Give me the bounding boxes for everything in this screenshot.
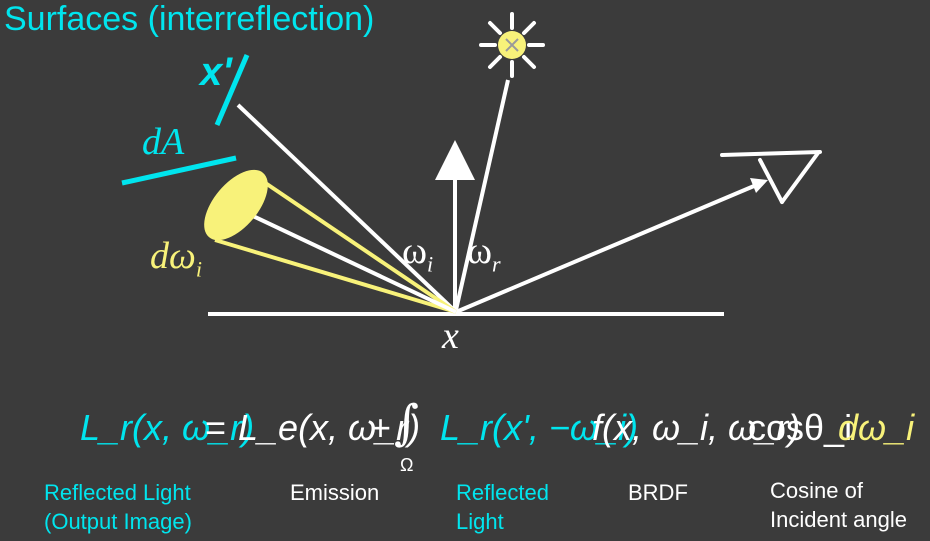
d-omega-label: dωi <box>150 234 202 292</box>
annotation-reflected-light-line1: Reflected <box>456 480 549 505</box>
d-omega-subscript: i <box>195 256 202 282</box>
eq-equals: = <box>205 407 227 448</box>
d-omega-text: dω <box>150 235 196 277</box>
slide-title: Surfaces (interreflection) <box>4 0 375 38</box>
eq-lhs: L_r(x, ω_r) <box>80 407 255 448</box>
eq-reflected: L_r(x', −ω_i) <box>440 407 638 448</box>
omega-r-text: ω <box>467 230 493 272</box>
annotation-reflected-light-line2: Light <box>456 509 504 534</box>
annotation-reflected-light-output: Reflected Light (Output Image) <box>44 478 192 536</box>
omega-i-subscript: i <box>427 251 434 277</box>
eye-ray-arrowhead <box>750 178 768 193</box>
annotation-reflected-light-output-line1: Reflected Light <box>44 480 191 505</box>
annotation-brdf: BRDF <box>628 480 688 505</box>
eq-cosine: cosθ_i <box>748 407 853 448</box>
omega-r-label: ωr <box>467 229 501 287</box>
dA-surface-line <box>121 155 237 186</box>
annotation-emission: Emission <box>290 480 380 505</box>
annotation-cosine-line2: Incident angle <box>770 507 907 532</box>
eq-integral-domain: Ω <box>400 455 414 475</box>
x-prime-surface-line <box>214 54 250 126</box>
light-ray <box>454 79 510 311</box>
omega-i-label: ωi <box>402 229 433 287</box>
annotation-cosine: Cosine of Incident angle <box>770 476 907 534</box>
eq-solid-angle: dω_i <box>838 407 915 448</box>
annotation-reflected-light-output-line2: (Output Image) <box>44 509 192 534</box>
eq-plus: + <box>370 407 392 448</box>
reflected-ray-to-eye <box>455 184 755 314</box>
eye-icon <box>720 150 822 204</box>
eq-emission: L_e(x, ω_r) <box>238 407 421 448</box>
dA-label: dA <box>142 121 185 163</box>
interreflection-ray-from-x-prime <box>236 103 458 314</box>
solid-angle-cone <box>204 169 458 314</box>
x-point-label: x <box>442 315 459 357</box>
annotation-cosine-line1: Cosine of <box>770 478 863 503</box>
annotation-reflected-light: Reflected Light <box>456 478 549 536</box>
omega-i-text: ω <box>402 230 428 272</box>
eq-brdf: f(x, ω_i, ω_r) <box>592 407 801 448</box>
light-source-icon <box>479 12 545 78</box>
eq-integral-sign: ∫ <box>394 395 420 451</box>
x-prime-label: x' <box>200 50 232 94</box>
omega-r-subscript: r <box>492 251 501 277</box>
